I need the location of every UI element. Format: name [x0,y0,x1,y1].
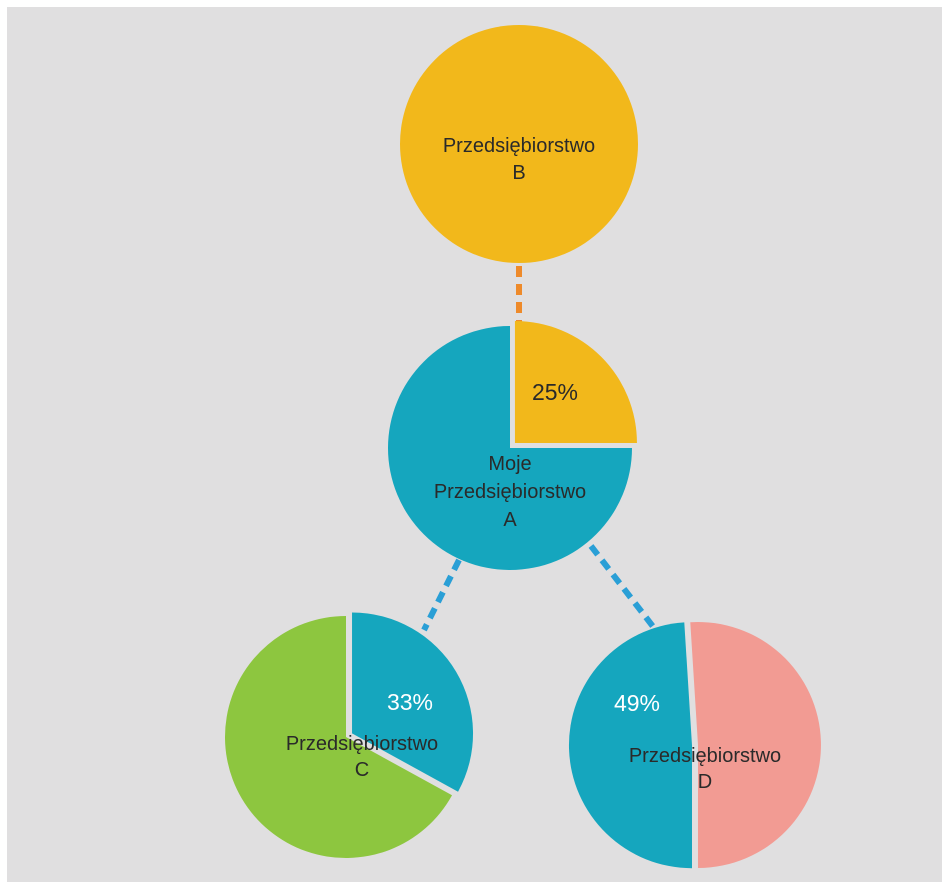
node-b-label-line1: Przedsiębiorstwo [443,135,595,157]
connector-a-d [588,544,661,635]
node-c-remaining-slice[interactable] [224,616,453,858]
node-a-remaining-slice[interactable] [388,326,632,570]
node-d-label-line2: D [698,771,712,793]
node-d-share-label: 49% [614,690,660,716]
connector-a-c [421,558,462,632]
node-c-label-line1: Przedsiębiorstwo [286,733,438,755]
node-a-label-line3: A [503,509,517,531]
node-a-share-slice[interactable] [514,321,637,444]
node-d-label-line1: Przedsiębiorstwo [629,745,781,767]
node-b-circle[interactable] [400,25,638,263]
node-c-share-label: 33% [387,689,433,715]
node-a-label-line1: Moje [488,453,531,475]
node-c-label-line2: C [355,759,369,781]
node-d-remaining-slice[interactable] [690,622,821,868]
node-a-share-label: 25% [532,379,578,405]
node-a-label-line2: Przedsiębiorstwo [434,481,586,503]
node-c-share-slice[interactable] [352,612,474,792]
node-d-share-slice[interactable] [568,622,693,869]
node-b-label-line2: B [512,162,525,184]
